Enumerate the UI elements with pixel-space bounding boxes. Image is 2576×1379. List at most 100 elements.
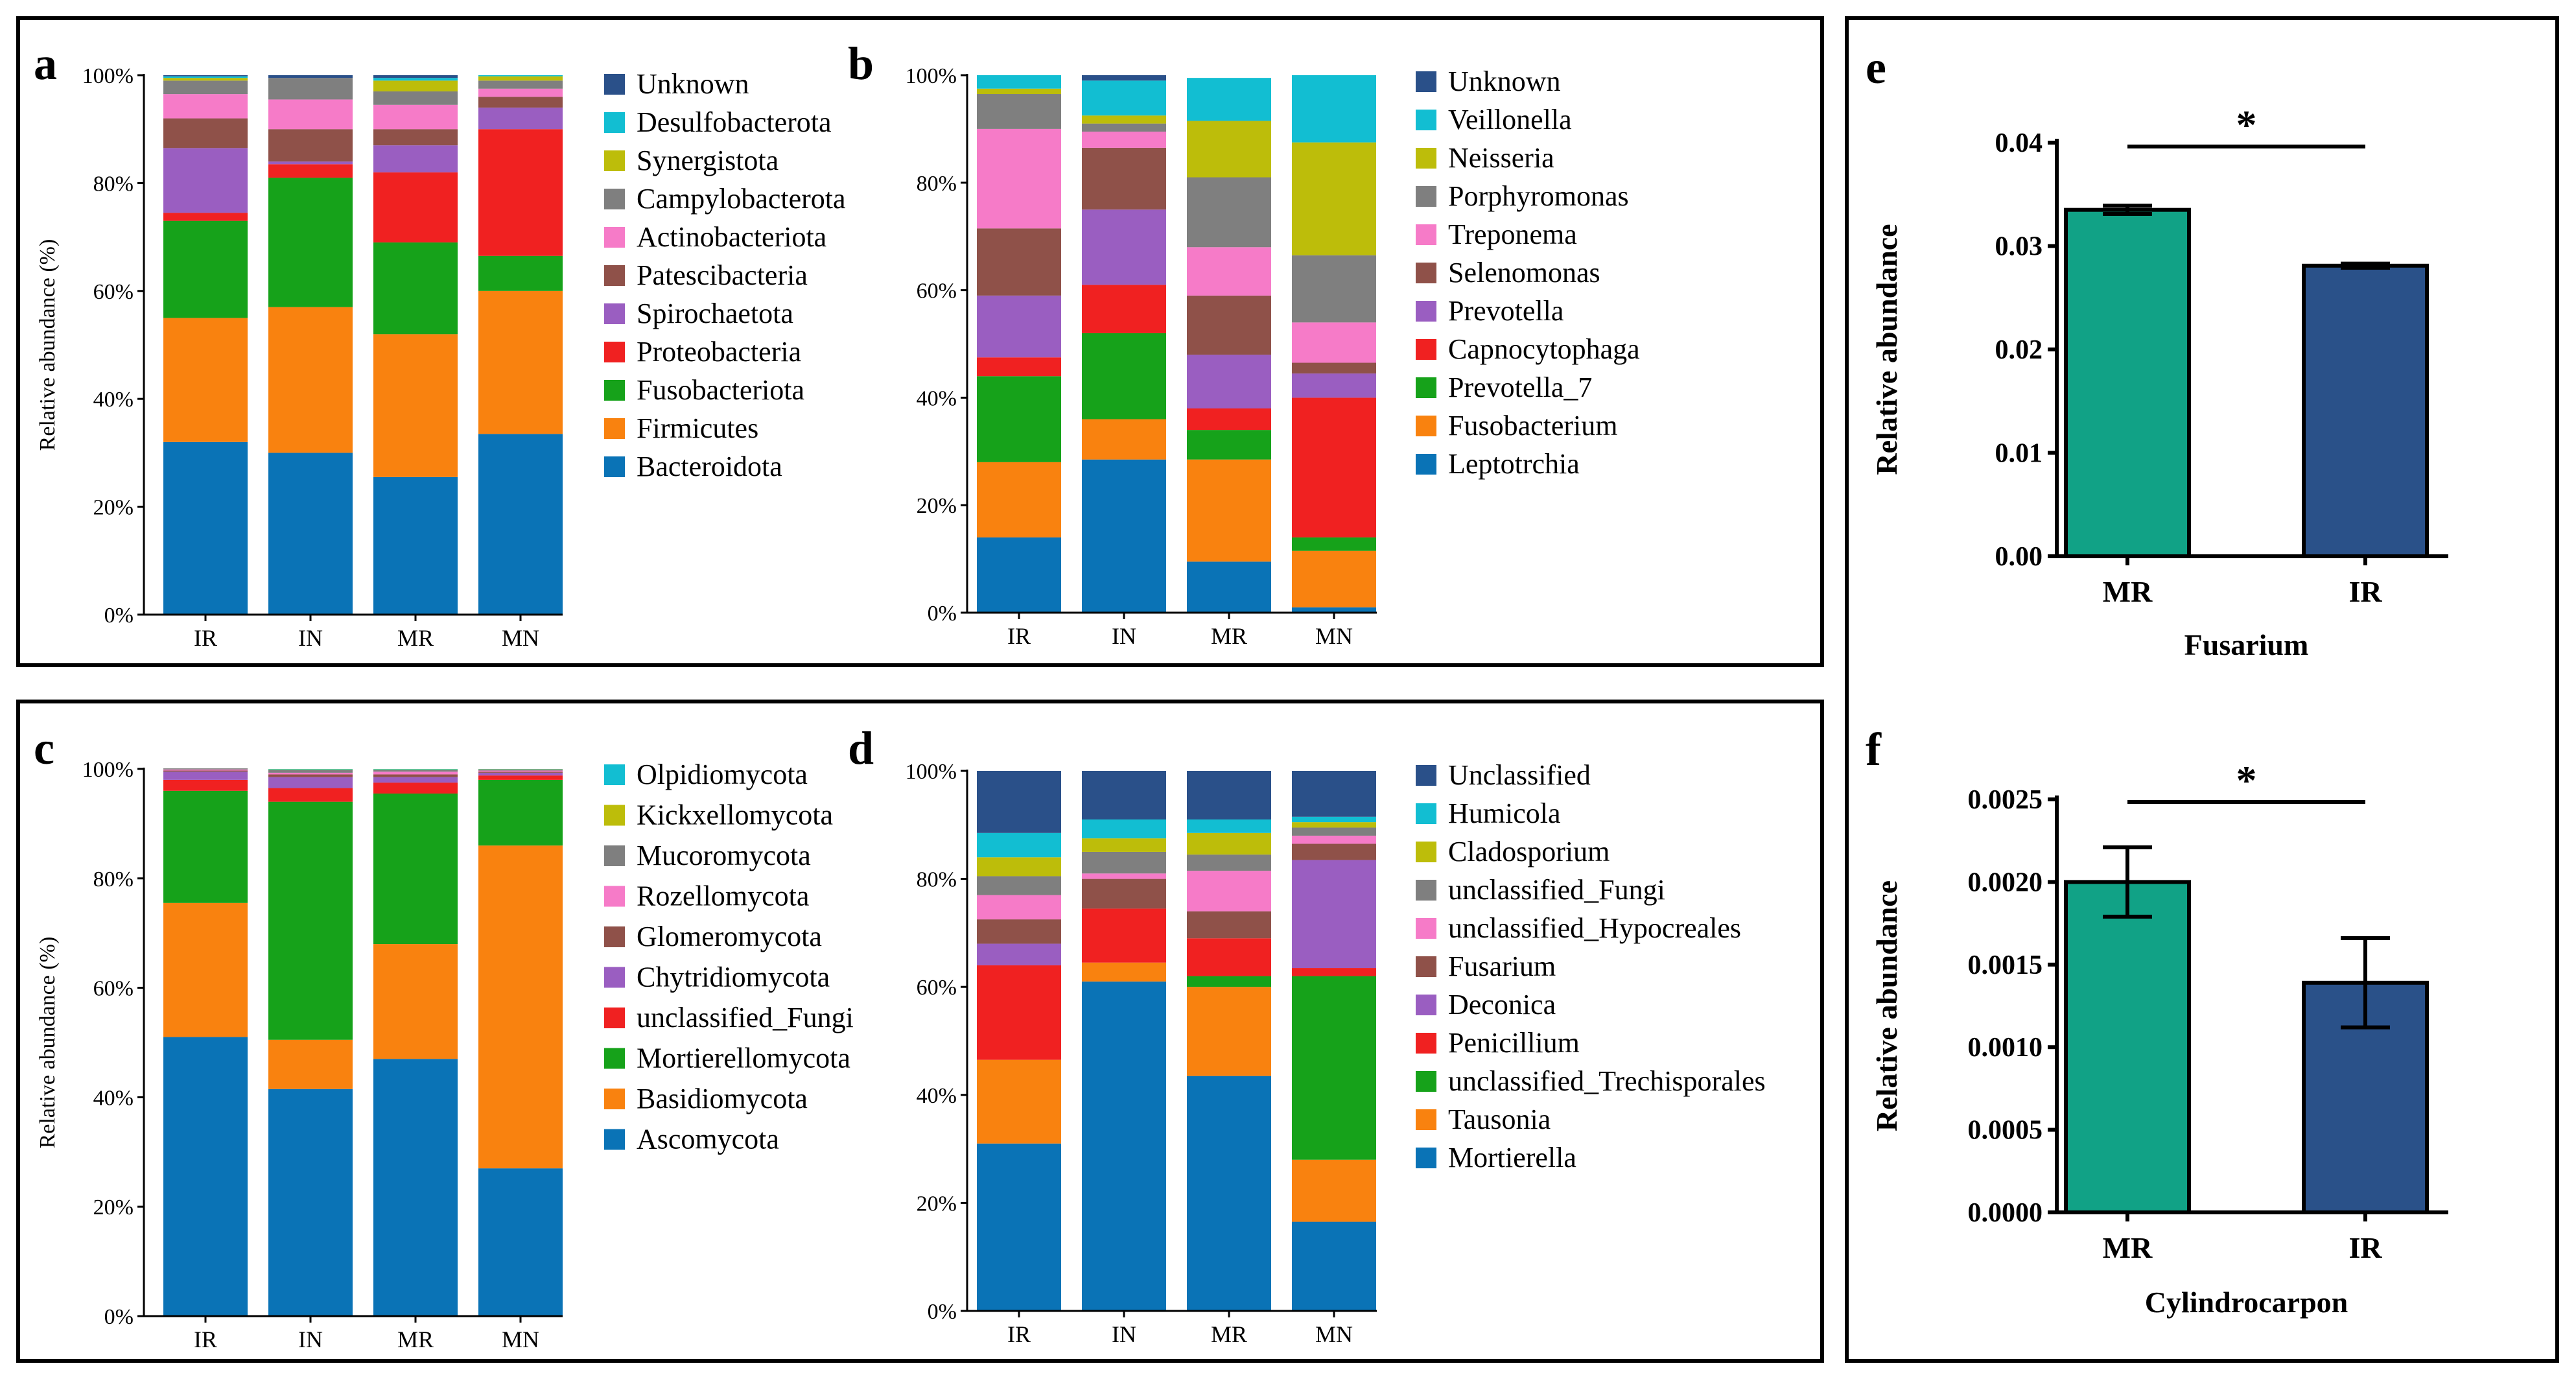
bar-segment bbox=[373, 129, 458, 146]
y-tick-label: 80% bbox=[93, 172, 134, 196]
bar-segment bbox=[268, 1039, 353, 1089]
legend-label: Leptotrchia bbox=[1448, 448, 1580, 480]
bar-segment bbox=[1082, 873, 1166, 879]
y-tick-label: 100% bbox=[82, 64, 134, 88]
y-axis-label: Relative abundance bbox=[1870, 880, 1903, 1131]
chart-title: Fusarium bbox=[2184, 628, 2309, 661]
bar-segment bbox=[977, 895, 1061, 920]
bar-segment bbox=[478, 772, 563, 773]
bar-segment bbox=[268, 99, 353, 130]
legend-swatch bbox=[1416, 918, 1436, 939]
legend-label: Porphyromonas bbox=[1448, 180, 1629, 212]
bar-segment bbox=[1082, 132, 1166, 148]
legend-swatch bbox=[604, 926, 625, 947]
chart-c: 0% 20% 40% 60% 80% 100% Relative abundance (%)… bbox=[36, 758, 854, 1352]
bar-segment bbox=[163, 772, 248, 780]
legend-label: Mortierellomycota bbox=[637, 1043, 850, 1074]
bar-segment bbox=[1082, 838, 1166, 852]
legend-label: Unknown bbox=[637, 68, 749, 100]
bar-segment bbox=[1082, 209, 1166, 285]
bar-segment bbox=[1292, 537, 1376, 551]
bar-segment bbox=[1292, 255, 1376, 323]
bar-segment bbox=[1082, 115, 1166, 124]
bar-segment bbox=[268, 164, 353, 178]
chart-e: 0.00 0.01 0.02 0.03 0.04 Relative abundance MR… bbox=[1870, 102, 2448, 661]
bar-segment bbox=[977, 771, 1061, 833]
y-tick-label: 0.0005 bbox=[1968, 1116, 2043, 1146]
bar-segment bbox=[373, 1059, 458, 1316]
bar-segment bbox=[1082, 851, 1166, 874]
bar-segment bbox=[1187, 911, 1271, 939]
y-tick-label: 0.0015 bbox=[1968, 950, 2043, 980]
panel-label-c: c bbox=[34, 722, 54, 774]
bar-segment bbox=[478, 290, 563, 434]
bar-segment bbox=[1082, 285, 1166, 333]
x-tick-label: IN bbox=[1112, 1321, 1136, 1347]
y-tick-label: 20% bbox=[917, 1192, 957, 1216]
y-tick-label: 20% bbox=[93, 496, 134, 520]
y-tick-label: 40% bbox=[917, 1084, 957, 1108]
bar-segment bbox=[268, 772, 353, 775]
bar-segment bbox=[373, 774, 458, 777]
x-tick-label: IR bbox=[2348, 1231, 2382, 1264]
bar-segment bbox=[977, 128, 1061, 229]
bar-segment bbox=[1082, 819, 1166, 839]
bar-segment bbox=[1187, 938, 1271, 976]
bar-segment bbox=[373, 80, 458, 91]
bar bbox=[2302, 263, 2429, 558]
bar-segment bbox=[373, 78, 458, 81]
legend-label: Prevotella bbox=[1448, 295, 1563, 327]
bar-segment bbox=[1082, 75, 1166, 81]
bar-segment bbox=[1292, 822, 1376, 828]
y-tick-label: 60% bbox=[93, 280, 134, 304]
chart-a: 0% 20% 40% 60% 80% 100% Relative abundance (%)… bbox=[36, 64, 846, 651]
bar-segment bbox=[268, 161, 353, 165]
bar-segment bbox=[977, 94, 1061, 129]
y-axis-label: Relative abundance bbox=[1870, 224, 1903, 475]
bar-segment bbox=[1187, 855, 1271, 871]
legend-swatch bbox=[1416, 1109, 1436, 1130]
legend-swatch bbox=[604, 227, 625, 248]
bar-segment bbox=[478, 772, 563, 776]
bar-segment bbox=[1187, 459, 1271, 562]
legend-label: Actinobacteriota bbox=[637, 221, 826, 253]
bar-segment bbox=[478, 1168, 563, 1316]
legend-label: Capnocytophaga bbox=[1448, 333, 1640, 365]
legend-label: Treponema bbox=[1448, 218, 1577, 250]
legend-label: Selenomonas bbox=[1448, 257, 1600, 289]
bar-segment bbox=[373, 783, 458, 794]
legend-swatch bbox=[1416, 110, 1436, 130]
y-tick-label: 0% bbox=[928, 1300, 957, 1324]
legend-swatch bbox=[1416, 263, 1436, 283]
bar-segment bbox=[977, 462, 1061, 537]
y-tick-label: 20% bbox=[917, 494, 957, 518]
x-tick-label: MN bbox=[502, 625, 539, 651]
legend-swatch bbox=[1416, 765, 1436, 786]
bar-segment bbox=[977, 1059, 1061, 1144]
legend-label: Penicillium bbox=[1448, 1027, 1580, 1059]
y-tick-label: 0% bbox=[104, 604, 134, 628]
x-tick-label: IR bbox=[1007, 1321, 1031, 1347]
bar-segment bbox=[478, 75, 563, 77]
y-tick-label: 60% bbox=[917, 279, 957, 303]
bar-segment bbox=[268, 801, 353, 1040]
bar-segment bbox=[373, 769, 458, 770]
legend-swatch bbox=[1416, 1071, 1436, 1092]
x-tick-label: IR bbox=[1007, 623, 1031, 649]
legend-label: Glomeromycota bbox=[637, 921, 822, 952]
bar-segment bbox=[163, 902, 248, 1037]
bar-segment bbox=[1292, 1221, 1376, 1311]
y-tick-label: 20% bbox=[93, 1196, 134, 1220]
bar-segment bbox=[1292, 968, 1376, 976]
bar-segment bbox=[1292, 142, 1376, 255]
legend-label: Kickxellomycota bbox=[637, 799, 833, 831]
y-tick-label: 40% bbox=[93, 388, 134, 412]
bar-segment bbox=[977, 943, 1061, 965]
bar-segment bbox=[163, 442, 248, 615]
bar-segment bbox=[163, 148, 248, 213]
x-tick-label: MN bbox=[502, 1326, 539, 1352]
bar-segment bbox=[1187, 976, 1271, 987]
bar-segment bbox=[977, 357, 1061, 377]
legend-label: Prevotella_7 bbox=[1448, 371, 1592, 403]
